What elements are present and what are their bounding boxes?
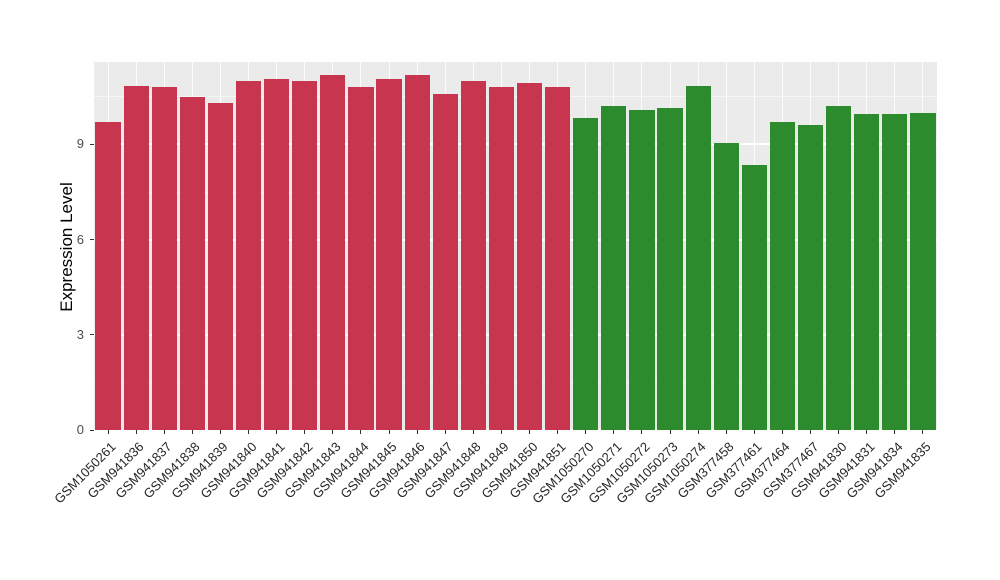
x-tick-mark-GSM941837 <box>163 430 165 434</box>
bar-GSM1050273 <box>657 108 683 430</box>
bar-GSM941835 <box>910 112 936 430</box>
x-tick-mark-GSM941848 <box>472 430 474 434</box>
bar-GSM941831 <box>854 114 880 430</box>
bar-GSM941836 <box>123 85 149 430</box>
x-tick-mark-GSM377461 <box>753 430 755 434</box>
x-tick-mark-GSM941843 <box>332 430 334 434</box>
plot-panel <box>94 62 937 431</box>
bar-GSM941849 <box>488 87 515 430</box>
x-tick-mark-GSM941847 <box>444 430 446 434</box>
x-tick-mark-GSM1050273 <box>669 430 671 434</box>
gridline-major-y-9 <box>94 143 937 146</box>
gridline-major-y-3 <box>94 333 937 336</box>
bar-GSM941830 <box>826 106 852 430</box>
x-tick-mark-GSM941842 <box>304 430 306 434</box>
bar-GSM941834 <box>882 114 908 430</box>
bar-GSM941841 <box>264 79 290 430</box>
gridline-major-y-0 <box>94 429 937 431</box>
x-tick-mark-GSM377464 <box>781 430 783 434</box>
x-tick-mark-GSM1050272 <box>641 430 643 434</box>
x-tick-mark-GSM1050261 <box>107 430 109 434</box>
bar-GSM941838 <box>179 96 205 430</box>
x-tick-mark-GSM941834 <box>894 430 896 434</box>
x-tick-mark-GSM1050270 <box>585 430 587 434</box>
gridline-minor-y-10.5 <box>94 96 937 98</box>
x-tick-mark-GSM941844 <box>360 430 362 434</box>
y-tick-mark-9 <box>90 143 94 145</box>
x-tick-mark-GSM941840 <box>248 430 250 434</box>
bar-GSM1050261 <box>95 122 121 430</box>
x-tick-mark-GSM941838 <box>191 430 193 434</box>
bar-GSM941839 <box>207 103 234 430</box>
x-tick-mark-GSM941841 <box>276 430 278 434</box>
bar-GSM1050272 <box>629 109 655 430</box>
bar-GSM941850 <box>516 82 543 430</box>
y-tick-label-9: 9 <box>76 136 84 152</box>
bar-GSM941845 <box>376 79 402 430</box>
bar-GSM941843 <box>320 74 346 430</box>
x-tick-mark-GSM941831 <box>866 430 868 434</box>
gridline-major-y-6 <box>94 238 937 241</box>
gridline-minor-y-7.5 <box>94 191 937 193</box>
x-tick-mark-GSM941845 <box>388 430 390 434</box>
x-tick-mark-GSM941830 <box>838 430 840 434</box>
bar-GSM941842 <box>292 81 318 430</box>
y-tick-mark-3 <box>90 334 94 336</box>
bar-GSM941840 <box>235 81 262 430</box>
bar-GSM1050274 <box>685 85 711 430</box>
bar-GSM377461 <box>741 165 767 430</box>
x-tick-mark-GSM941836 <box>135 430 137 434</box>
gridline-minor-y-1.5 <box>94 381 937 383</box>
y-tick-label-0: 0 <box>76 422 84 437</box>
x-tick-mark-GSM377458 <box>725 430 727 434</box>
y-tick-mark-0 <box>90 429 94 431</box>
bar-GSM941848 <box>460 81 486 430</box>
bar-GSM377464 <box>769 122 796 430</box>
bar-GSM941837 <box>151 87 177 430</box>
bar-GSM377458 <box>713 142 739 430</box>
gridline-minor-y-4.5 <box>94 286 937 288</box>
y-tick-mark-6 <box>90 239 94 241</box>
x-tick-mark-GSM941839 <box>219 430 221 434</box>
x-tick-mark-GSM377467 <box>810 430 812 434</box>
bar-GSM941847 <box>432 93 458 430</box>
y-tick-label-6: 6 <box>76 231 84 247</box>
bar-GSM1050270 <box>573 117 599 430</box>
bar-GSM377467 <box>797 125 824 430</box>
bar-GSM941844 <box>348 87 374 430</box>
x-tick-mark-GSM1050274 <box>697 430 699 434</box>
x-tick-mark-GSM941846 <box>416 430 418 434</box>
bar-GSM1050271 <box>601 106 627 430</box>
x-tick-mark-GSM941850 <box>529 430 531 434</box>
x-tick-mark-GSM1050271 <box>613 430 615 434</box>
y-tick-label-3: 3 <box>76 326 84 342</box>
x-tick-mark-GSM941849 <box>500 430 502 434</box>
bar-GSM941851 <box>545 87 571 430</box>
x-tick-mark-GSM941851 <box>557 430 559 434</box>
x-tick-mark-GSM941835 <box>922 430 924 434</box>
bar-GSM941846 <box>404 74 430 430</box>
